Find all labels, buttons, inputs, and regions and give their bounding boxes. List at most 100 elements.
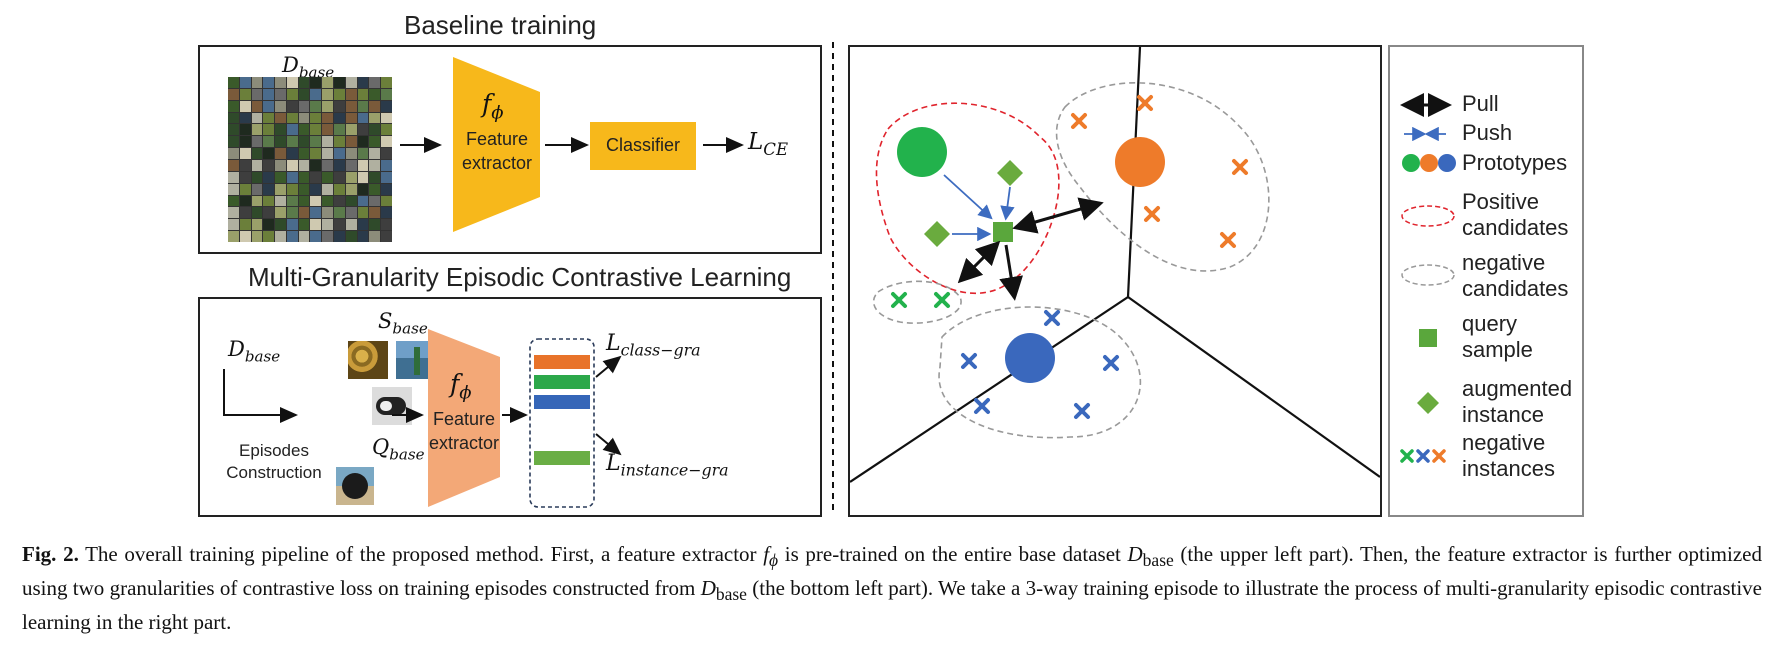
support-image-dog [372,387,412,425]
mosaic-tile [322,124,334,136]
support-subscript: base [392,319,428,338]
dataset-symbol-2: D [228,337,245,361]
mosaic-tile [357,219,369,231]
legend-prototype-green [1402,154,1420,172]
mosaic-tile [357,112,369,124]
legend-cross-blue [1416,449,1430,463]
mosaic-tile [263,183,275,195]
image-mosaic [228,77,392,242]
mosaic-tile [298,207,310,219]
classifier-label: Classifier [605,135,680,155]
feature-bars-box [529,338,595,508]
mosaic-tile [275,112,286,124]
mosaic-tile [345,77,357,88]
push-arrow-2 [1000,186,1015,221]
mosaic-tile [345,148,357,159]
legend-query-icon [1419,329,1437,347]
mosaic-tile [239,231,251,242]
episodes-label-2: Construction [226,463,322,482]
mosaic-tile [239,219,251,231]
legend-prototype-orange [1420,154,1438,172]
mosaic-tile [334,77,345,88]
mosaic-tile [228,171,239,183]
mosaic-tile [345,195,357,207]
legend-positive-label-1: Positive [1462,189,1540,214]
mosaic-tile [310,219,322,231]
mosaic-tile [263,136,275,148]
mosaic-tile [345,112,357,124]
mosaic-tile [239,171,251,183]
mosaic-tile [263,231,275,242]
mgecl-graphics [223,329,622,508]
mosaic-tile [286,207,298,219]
mosaic-tile [298,136,310,148]
legend-negative-icon [1401,264,1455,286]
feature-bar-blue [534,395,590,409]
query-sample [993,222,1013,242]
mosaic-tile [310,100,322,112]
dataset-label-2: Dbase [228,337,280,365]
legend-cross-green [1400,449,1414,463]
mosaic-tile [369,148,381,159]
loss-class-subscript: class−gra [620,340,701,360]
mosaic-tile [322,136,334,148]
mosaic-tile [369,88,381,100]
legend-positive-icon [1401,205,1455,227]
query-label: Qbase [372,435,425,463]
cross-blue-2 [961,353,977,369]
cross-blue-3 [1103,355,1119,371]
prototype-green [897,127,947,177]
legend-augmented-icon [1417,392,1439,414]
mosaic-tile [357,171,369,183]
mosaic-tile [286,231,298,242]
mosaic-tile [251,124,263,136]
legend-prototypes-label: Prototypes [1462,150,1568,175]
extractor-symbol: fϕ [482,89,504,123]
mosaic-tile [239,100,251,112]
mosaic-tile [275,136,286,148]
loss-ce-label: LCE [748,129,788,159]
mosaic-tile [381,183,392,195]
mosaic-tile [334,112,345,124]
mosaic-tile [275,231,286,242]
mosaic-tile [357,148,369,159]
query-symbol: Q [372,435,390,459]
cross-green-2 [934,292,950,308]
mosaic-tile [369,231,381,242]
mosaic-tile [310,171,322,183]
legend-panel: Pull Push Prototypes Positive candidates… [1388,45,1584,517]
mosaic-tile [286,148,298,159]
mosaic-tile [310,148,322,159]
mosaic-tile [228,112,239,124]
legend-query-label-1: query [1462,311,1518,336]
mosaic-tile [322,88,334,100]
mosaic-tile [228,88,239,100]
loss-subscript: CE [763,139,789,159]
positive-candidates-region [875,102,1060,294]
mosaic-tile [228,148,239,159]
mosaic-tile [251,100,263,112]
mosaic-tile [251,183,263,195]
mosaic-tile [369,124,381,136]
mosaic-tile [381,124,392,136]
mosaic-tile [369,77,381,88]
cross-orange-2 [1071,113,1087,129]
legend-prototype-blue [1438,154,1456,172]
mosaic-tile [239,148,251,159]
legend-query-label-2: sample [1462,337,1533,362]
mosaic-tile [228,100,239,112]
mosaic-tile [357,207,369,219]
mosaic-tile [381,136,392,148]
f-symbol: f [482,89,492,118]
feature-extractor-trapezoid-2 [428,329,500,507]
mosaic-tile [310,77,322,88]
legend-push-label: Push [1462,120,1513,145]
mosaic-tile [310,159,322,171]
cross-orange-5 [1220,232,1236,248]
loss-instance-subscript: instance−gra [620,460,729,480]
mosaic-tile [275,219,286,231]
mosaic-tile [275,195,286,207]
mosaic-tile [251,112,263,124]
mosaic-tile [263,88,275,100]
baseline-arrows [400,57,744,232]
